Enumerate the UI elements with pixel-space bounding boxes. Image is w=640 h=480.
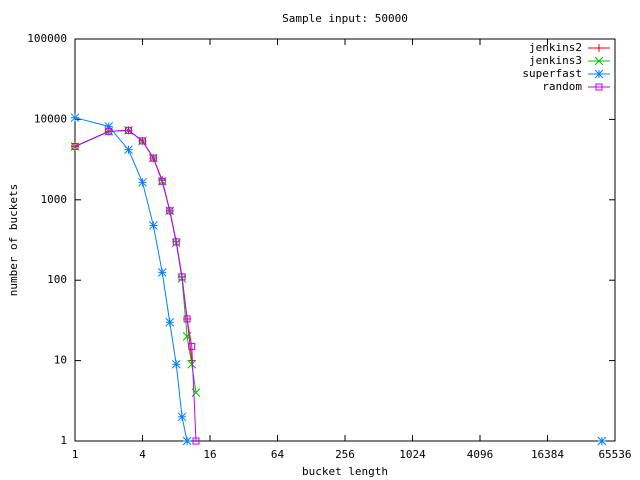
marker [594, 69, 604, 79]
x-tick-label: 4096 [467, 448, 494, 461]
x-tick-label: 16384 [531, 448, 564, 461]
marker [158, 177, 166, 185]
x-tick-label: 1 [72, 448, 79, 461]
marker-stroke [187, 359, 197, 369]
y-tick-label: 1000 [41, 193, 68, 206]
y-tick-label: 100000 [27, 32, 67, 45]
x-tick-label: 1024 [399, 448, 426, 461]
marker-stroke [138, 177, 147, 187]
marker-stroke [70, 113, 80, 123]
legend-label: jenkins3 [529, 54, 582, 67]
marker-box [158, 177, 166, 185]
chart-title: Sample input: 50000 [282, 12, 408, 25]
marker [597, 436, 607, 446]
marker-stroke [171, 359, 181, 369]
marker-stroke [594, 69, 604, 79]
marker [71, 143, 79, 151]
marker [177, 412, 187, 422]
marker-box [139, 137, 146, 145]
marker [595, 83, 603, 91]
marker [594, 56, 604, 66]
x-tick-label: 64 [271, 448, 285, 461]
marker-box [149, 154, 157, 162]
y-axis-label: number of buckets [7, 184, 20, 297]
y-tick-label: 10 [54, 354, 67, 367]
marker [182, 436, 192, 446]
marker-box [105, 127, 113, 135]
marker-box [178, 273, 186, 281]
marker-box [172, 238, 180, 246]
marker [192, 437, 200, 445]
marker-box [183, 315, 191, 323]
marker-stroke [157, 268, 167, 277]
marker-box [71, 143, 79, 151]
marker [165, 317, 175, 327]
marker [166, 207, 174, 215]
marker-stroke [191, 388, 201, 397]
marker-stroke [594, 56, 604, 66]
legend-label: jenkins2 [529, 41, 582, 54]
x-tick-label: 65536 [598, 448, 631, 461]
x-tick-label: 256 [335, 448, 355, 461]
marker [70, 113, 80, 123]
marker-stroke [182, 436, 192, 446]
marker-box [166, 207, 174, 215]
legend-label: superfast [522, 67, 582, 80]
marker [187, 359, 197, 369]
marker [172, 238, 180, 246]
marker [124, 126, 132, 134]
marker-box [192, 437, 200, 445]
marker-box [124, 126, 132, 134]
marker [171, 359, 181, 369]
marker [595, 44, 603, 52]
marker [139, 137, 146, 145]
y-tick-label: 100 [47, 273, 67, 286]
legend-label: random [542, 80, 582, 93]
marker [178, 273, 186, 281]
marker [138, 177, 147, 187]
marker-stroke [177, 412, 187, 422]
marker-stroke [597, 436, 607, 446]
marker-box [595, 83, 603, 91]
marker [149, 221, 158, 230]
x-axis-label: bucket length [302, 465, 388, 478]
x-tick-label: 16 [203, 448, 216, 461]
marker [183, 315, 191, 323]
marker [157, 268, 167, 277]
y-tick-label: 1 [60, 434, 67, 447]
y-tick-label: 10000 [34, 112, 67, 125]
marker-stroke [165, 317, 175, 327]
series-line [74, 117, 188, 442]
marker [188, 342, 196, 350]
marker [105, 127, 113, 135]
marker [124, 145, 133, 155]
marker [149, 154, 157, 162]
marker-box [188, 342, 196, 350]
x-tick-label: 4 [139, 448, 146, 461]
marker-stroke [149, 221, 158, 230]
marker-stroke [124, 145, 133, 155]
